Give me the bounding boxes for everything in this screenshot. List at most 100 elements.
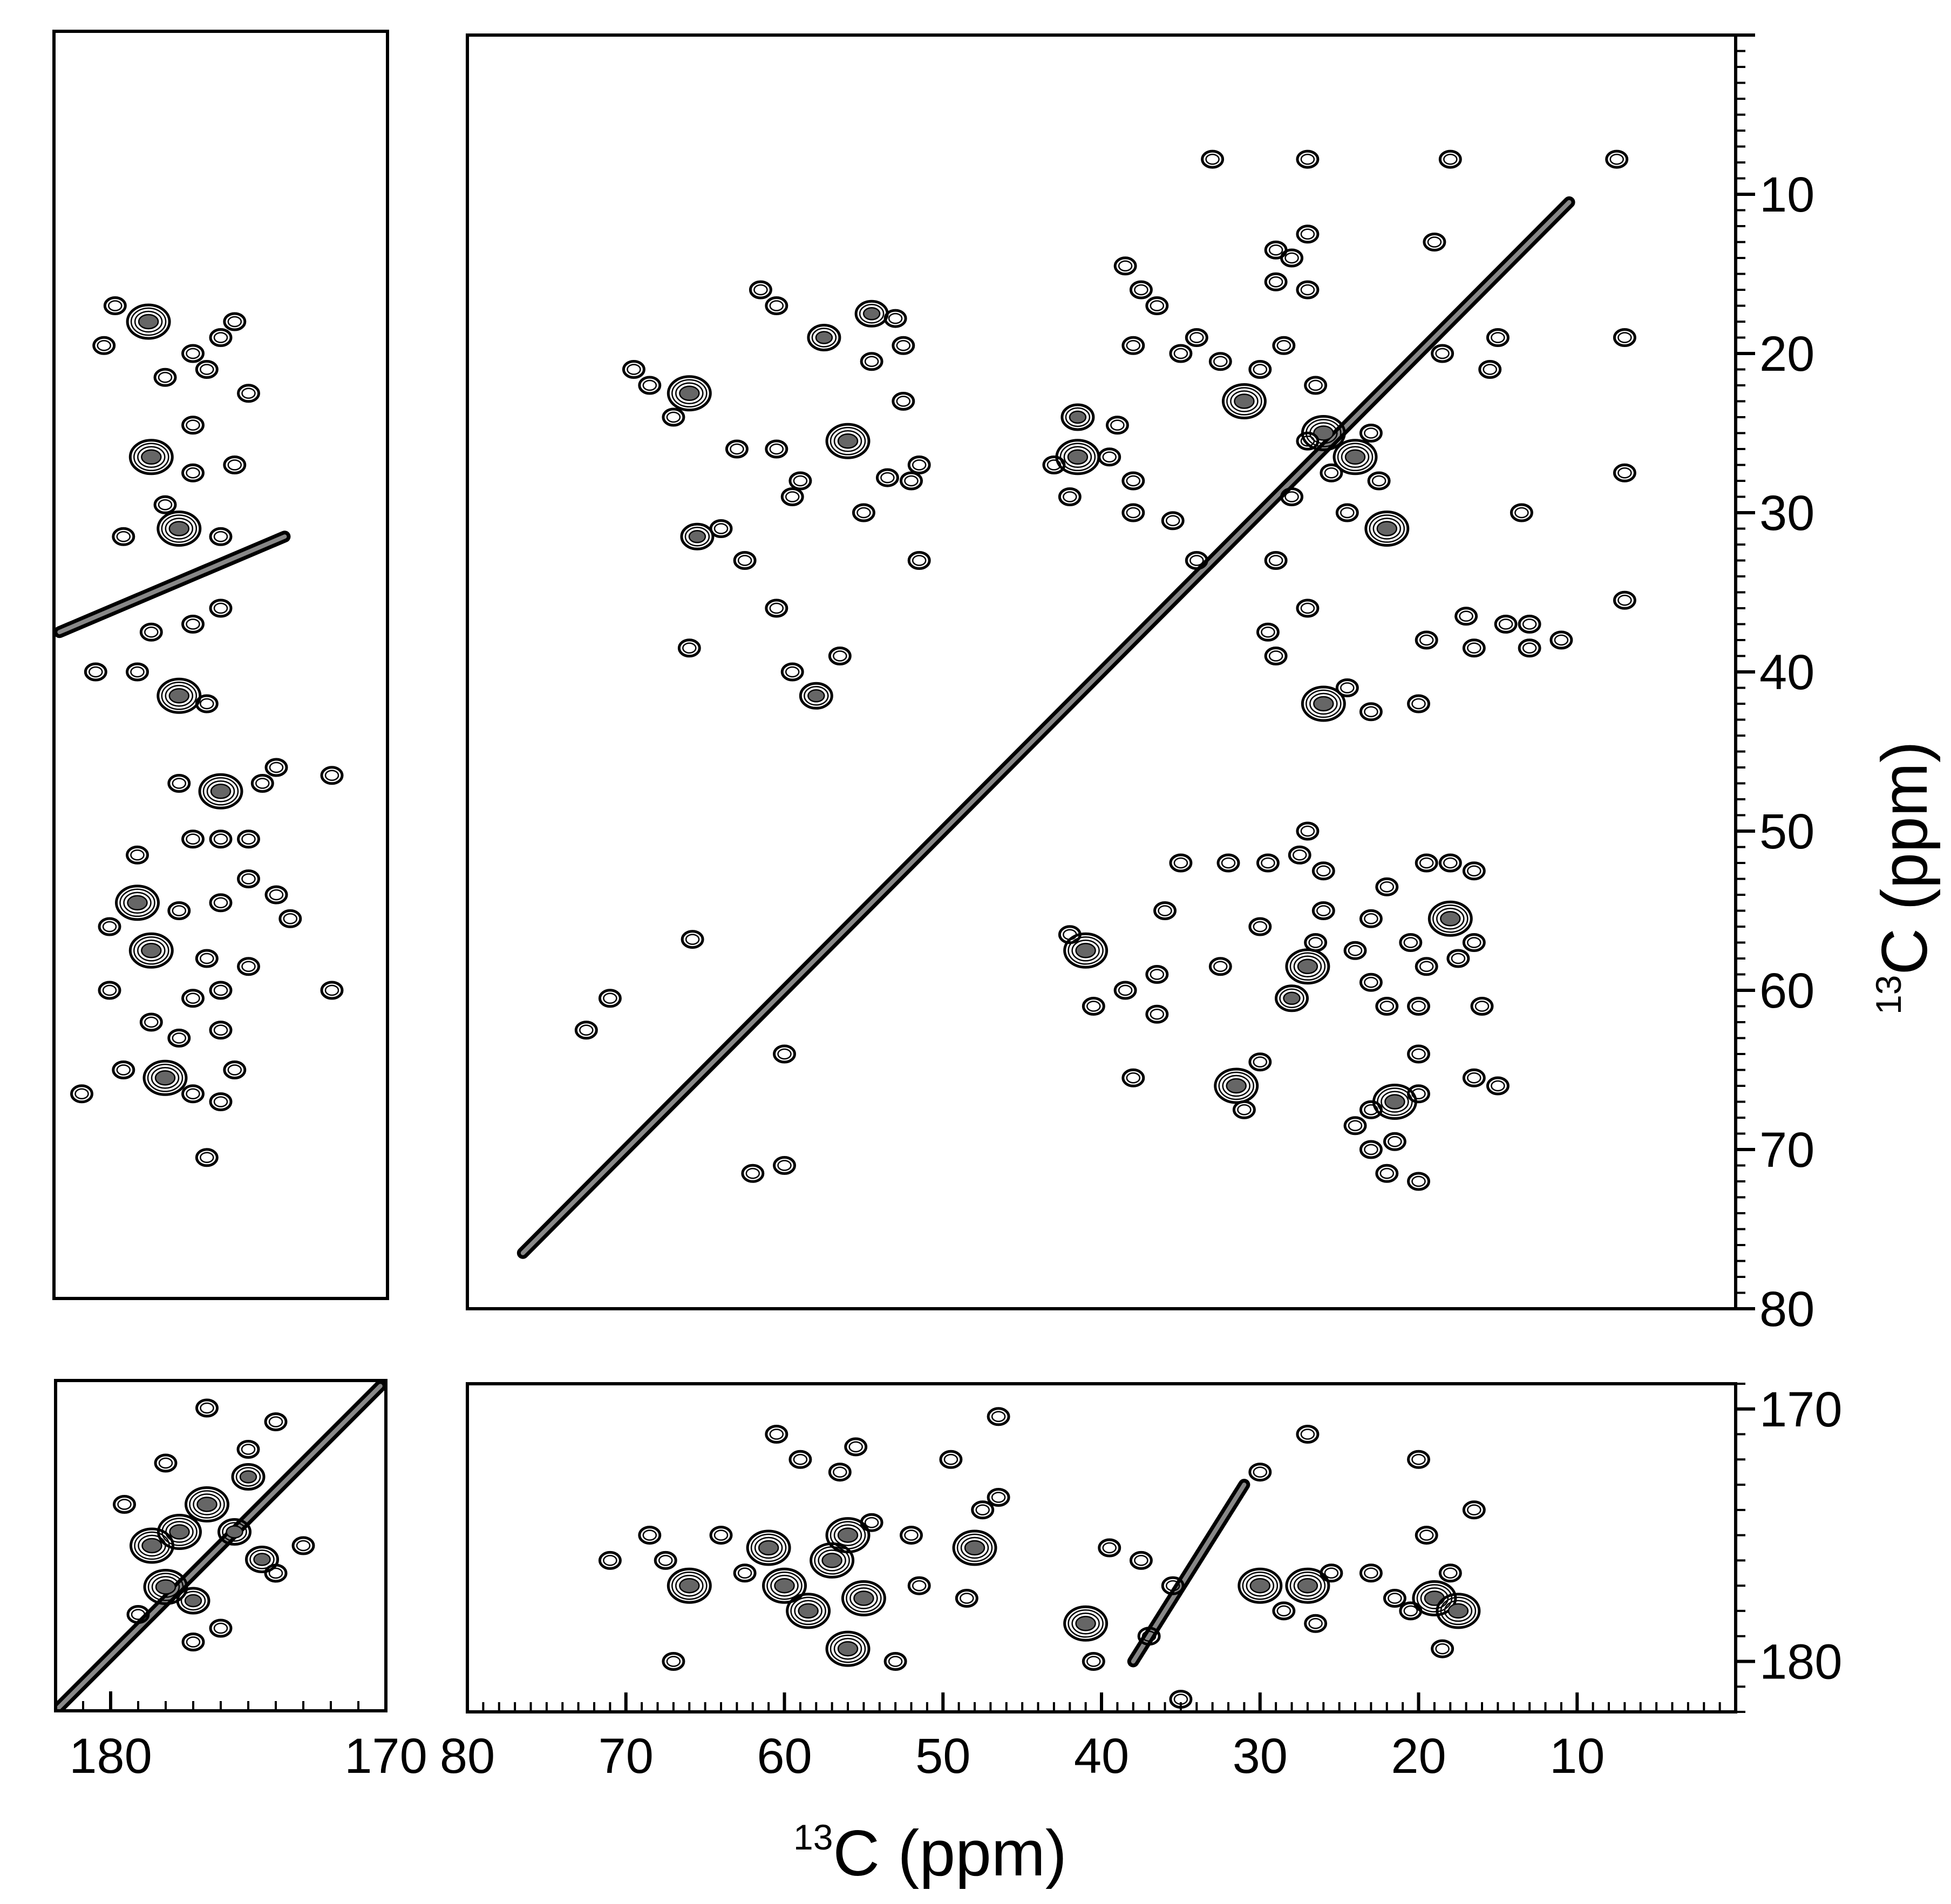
cross-peak [1399,933,1423,952]
cross-peak [126,303,171,340]
cross-peak-contour [103,296,127,315]
cross-peak-contour [780,487,804,506]
cross-peak [1264,551,1288,570]
cross-peak-contour [1264,272,1288,291]
cross-peak-contour [195,1398,219,1418]
cross-peak [130,1527,174,1564]
cross-peak-contour [907,551,931,570]
cross-peak-contour [1359,1563,1383,1583]
cross-peak [807,324,841,351]
cross-peak-contour [223,1060,247,1079]
cross-peak-contour [1067,449,1089,465]
cross-peak-contour [943,1454,958,1465]
cross-peak-contour [765,599,788,618]
cross-peak-contour [1424,1590,1445,1606]
cross-peak-contour [134,310,163,333]
cross-peak-contour [1436,1593,1481,1629]
cross-peak-contour [794,1600,822,1622]
cross-peak-contour [773,1044,796,1064]
cross-peak-contour [113,1495,136,1514]
cross-peak [1375,877,1399,896]
cross-peak [1359,702,1383,722]
cross-peak-contour [766,1571,803,1600]
cross-peak-contour [1285,948,1330,985]
cross-peak-contour [749,280,772,300]
cross-peak-contour [821,1553,842,1568]
cross-peak-contour [833,1524,862,1546]
cross-peak-contour [119,888,155,917]
cross-peak-contour [226,1525,243,1539]
cross-peak [825,1517,871,1554]
cross-peak-contour [92,336,116,355]
cross-peak-contour [181,829,205,849]
cross-peak-contour [765,1425,788,1444]
cross-peak-contour [283,913,298,924]
cross-peak-contour [147,1064,183,1092]
cross-peak [237,957,260,976]
cross-peak [1169,853,1193,873]
cross-peak [598,1551,622,1570]
cross-peak-contour [161,1518,198,1546]
cross-peak-contour [133,936,169,965]
cross-peak-contour [181,416,205,435]
cross-peak-contour [598,989,622,1008]
cross-peak [115,885,160,921]
cross-peak-contour [1226,387,1262,416]
cross-peak-contour [1486,328,1510,347]
cross-peak-contour [1415,630,1438,650]
cross-peak [209,1619,233,1638]
cross-peak [1383,1589,1406,1608]
cross-peak-contour [102,984,117,996]
cross-peak-contour [1126,475,1141,487]
cross-peak-contour [213,531,228,542]
cross-peak [237,869,260,888]
cross-peak-contour [213,332,228,343]
cross-peak-contour [102,921,117,933]
cross-peak-contour [848,1441,863,1453]
diagonal-ridge-core [520,200,1572,1255]
cross-peak-contour [662,407,685,427]
cross-peak [195,1148,219,1167]
cross-peak [773,1044,796,1064]
cross-peak-contour [235,1467,261,1487]
cross-peak [237,829,260,849]
cross-peak [167,774,191,793]
cross-peak-contour [161,514,198,543]
cross-peak-contour [1300,153,1315,165]
cross-peak-contour [1189,332,1204,343]
cross-peak-contour [137,940,166,962]
cross-peak-contour [176,1587,210,1615]
cross-peak [1462,1500,1486,1520]
cross-peak [1462,861,1486,881]
cross-peak-contour [666,1656,681,1667]
cross-peak-contour [785,491,800,502]
cross-peak [1605,149,1629,169]
cross-peak-contour [1246,1574,1275,1597]
cross-peak-contour [291,1536,315,1555]
cross-peak [1285,948,1330,985]
cross-peak [1407,997,1430,1016]
cross-peak-contour [1419,634,1434,646]
cross-peak [1438,853,1462,873]
cross-peak [1272,1601,1296,1621]
cross-peak-contour [128,932,174,969]
cross-peak-contour [1300,602,1315,614]
cross-peak [181,344,205,363]
cross-peak-contour [1399,933,1423,952]
cross-peak-contour [241,1444,256,1455]
cross-peak-contour [907,1576,931,1595]
cross-peak-contour [213,602,228,614]
cross-peak-contour [209,1021,233,1040]
cross-peak-contour [1256,853,1280,873]
cross-peak-contour [158,1457,173,1469]
cross-peak-contour [1264,647,1288,665]
cross-peak-contour [1415,853,1438,873]
cross-peak [677,638,701,658]
cross-peak-contour [1341,446,1370,468]
cross-peak-contour [180,1590,206,1611]
cross-peak [1333,439,1378,475]
cross-peak [780,662,804,682]
cross-peak-contour [1364,427,1378,439]
cross-peak-contour [964,1540,985,1556]
cross-peak-contour [952,1529,997,1566]
